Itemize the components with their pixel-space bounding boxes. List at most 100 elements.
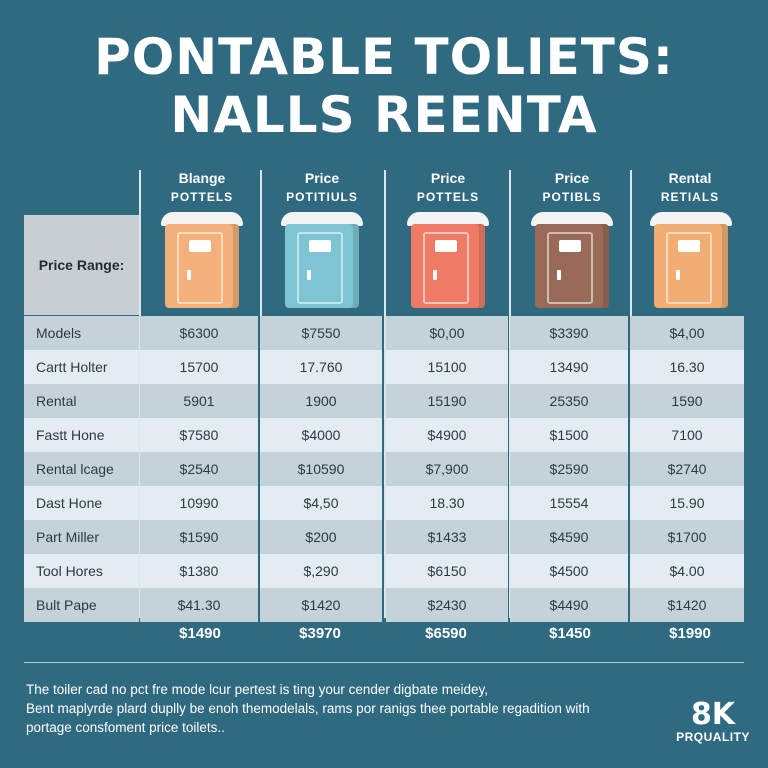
price-cell: 25350 — [549, 393, 589, 409]
footer-text: The toiler cad no pct fre mode lcur pert… — [26, 680, 686, 737]
price-cell: $4900 — [427, 427, 467, 443]
portable-toilet-icon — [531, 212, 613, 308]
page-title-line-2: NALLS REENTA — [170, 86, 598, 144]
table-row: Models $6300 $7550 $0,00 $3390 $4,00 — [24, 316, 744, 350]
price-range-label: Price Range: — [38, 257, 125, 273]
price-cell: $41.30 — [177, 597, 221, 613]
price-cell: 18.30 — [429, 495, 465, 511]
cell-background — [630, 452, 744, 486]
price-cell: $6150 — [427, 563, 467, 579]
price-cell: $7580 — [179, 427, 219, 443]
column-header-5: Rental RETIALS — [630, 170, 750, 204]
portable-toilet-icon — [281, 212, 363, 308]
column-header-subtitle: POTTELS — [416, 190, 480, 204]
cell-background — [510, 452, 628, 486]
portable-toilet-icon — [161, 212, 243, 308]
column-header-subtitle: POTIBLS — [542, 190, 602, 204]
price-cell: $4500 — [549, 563, 589, 579]
cell-background — [140, 554, 258, 588]
table-row: Tool Hores $1380 $,290 $6150 $4500 $4.00 — [24, 554, 744, 588]
quality-badge-small: PRQUALITY — [676, 730, 750, 744]
cell-background — [510, 554, 628, 588]
column-header-subtitle: POTTELS — [170, 190, 234, 204]
column-header-subtitle: RETIALS — [660, 190, 720, 204]
table-row: Dast Hone 10990 $4,50 18.30 15554 15.90 — [24, 486, 744, 520]
total-value: $1450 — [549, 625, 591, 642]
column-header-title: Price — [430, 170, 466, 186]
cell-background — [140, 384, 258, 418]
cell-background — [630, 520, 744, 554]
row-name-background — [24, 350, 139, 384]
cell-background — [260, 452, 382, 486]
price-cell: 16.30 — [669, 359, 705, 375]
cell-background — [260, 554, 382, 588]
row-name: Tool Hores — [36, 563, 103, 579]
cell-background — [140, 486, 258, 520]
column-header-title: Price — [304, 170, 340, 186]
totals-row: $1490 $3970 $6590 $1450 $1990 — [0, 622, 768, 646]
quality-badge-big: 8K — [690, 697, 736, 732]
row-name-background — [24, 486, 139, 520]
cell-background — [510, 316, 628, 350]
cell-background — [386, 554, 508, 588]
price-cell: 15554 — [549, 495, 589, 511]
cell-background — [260, 520, 382, 554]
row-name: Models — [36, 325, 82, 341]
total-value: $3970 — [299, 625, 341, 642]
cell-background — [140, 418, 258, 452]
total-value: $1490 — [179, 625, 221, 642]
price-cell: $4590 — [549, 529, 589, 545]
price-cell: $1500 — [549, 427, 589, 443]
price-range-label-box: Price Range: — [24, 215, 139, 315]
price-cell: $1420 — [301, 597, 341, 613]
price-cell: 10990 — [179, 495, 219, 511]
price-cell: $4000 — [301, 427, 341, 443]
cell-background — [510, 350, 628, 384]
cell-background — [260, 316, 382, 350]
row-name-background — [24, 452, 139, 486]
table-row: Rental 5901 1900 15190 25350 1590 — [24, 384, 744, 418]
price-cell: 5901 — [183, 393, 215, 409]
row-name: Bult Pape — [36, 597, 97, 613]
table-row: Bult Pape $41.30 $1420 $2430 $4490 $1420 — [24, 588, 744, 622]
row-name: Part Miller — [36, 529, 100, 545]
cell-background — [140, 452, 258, 486]
price-cell: $2590 — [549, 461, 589, 477]
price-cell: $6300 — [179, 325, 219, 341]
price-cell: 15700 — [179, 359, 219, 375]
column-header-2: Price POTITIULS — [262, 170, 382, 204]
cell-background — [386, 520, 508, 554]
cell-background — [386, 486, 508, 520]
row-name: Dast Hone — [36, 495, 103, 511]
price-cell: $2430 — [427, 597, 467, 613]
cell-background — [140, 588, 258, 622]
price-cell: $1420 — [667, 597, 707, 613]
table-row: Cartt Holter 15700 17.760 15100 13490 16.30 — [24, 350, 744, 384]
price-cell: $1700 — [667, 529, 707, 545]
cell-background — [630, 418, 744, 452]
cell-background — [260, 350, 382, 384]
cell-background — [386, 316, 508, 350]
cell-background — [386, 384, 508, 418]
price-cell: $3390 — [549, 325, 589, 341]
cell-background — [630, 350, 744, 384]
footer-line: portage consfoment price toilets.. — [26, 720, 225, 735]
column-header-1: Blange POTTELS — [142, 170, 262, 204]
row-name: Fastt Hone — [36, 427, 105, 443]
cell-background — [510, 418, 628, 452]
cell-background — [630, 486, 744, 520]
price-cell: 1900 — [305, 393, 337, 409]
column-header-title: Price — [554, 170, 590, 186]
table-row: Rental lcage $2540 $10590 $7,900 $2590 $2740 — [24, 452, 744, 486]
cell-background — [260, 384, 382, 418]
cell-background — [260, 418, 382, 452]
cell-background — [386, 452, 508, 486]
row-name-background — [24, 588, 139, 622]
cell-background — [260, 588, 382, 622]
price-cell: $7,900 — [425, 461, 469, 477]
price-cell: $10590 — [297, 461, 345, 477]
column-header-title: Rental — [668, 170, 712, 186]
row-name-background — [24, 554, 139, 588]
cell-background — [140, 350, 258, 384]
row-name-background — [24, 520, 139, 554]
